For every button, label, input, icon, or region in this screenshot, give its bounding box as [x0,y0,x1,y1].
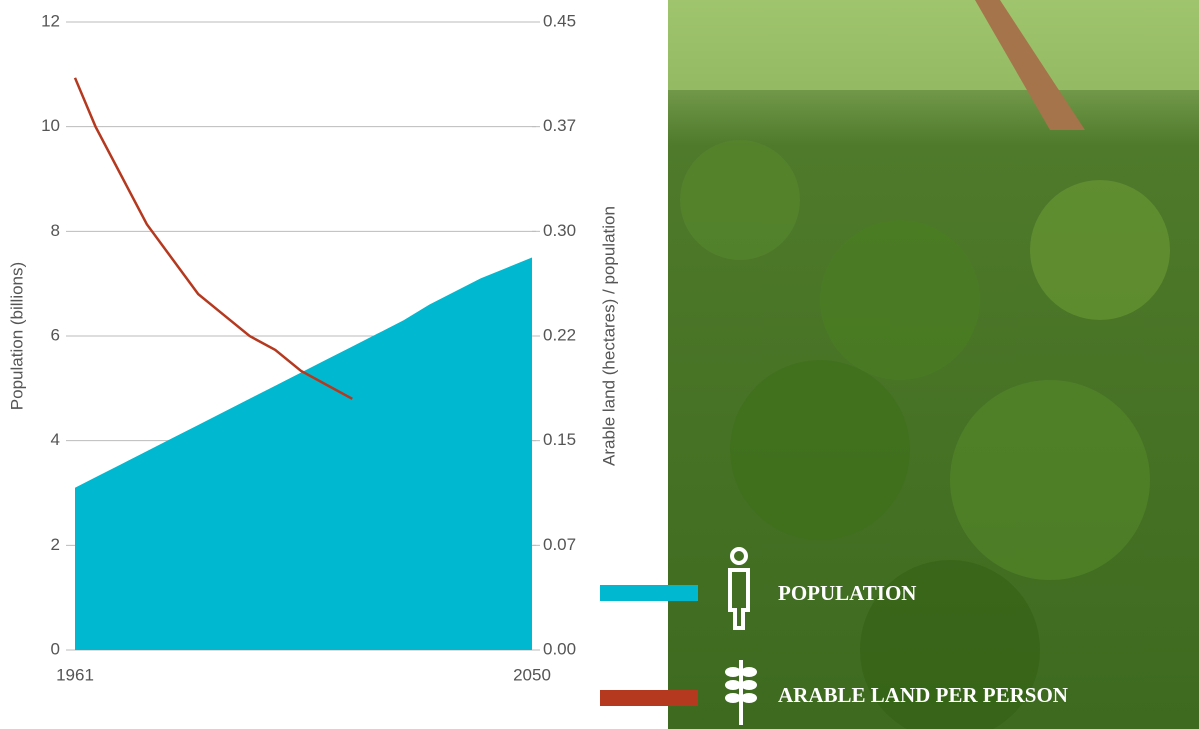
legend-swatch [600,585,698,601]
arable-line [73,77,353,400]
photo [668,0,1199,729]
y2-tick-label: 0.22 [543,325,576,344]
legend: POPULATION ARABLE LAND PER PERSON [600,547,1068,725]
y2-tick-label: 0.37 [543,116,576,135]
y2-tick-label: 0.07 [543,535,576,554]
y-tick-label: 4 [51,430,60,449]
person-icon [728,547,750,630]
y-tick-label: 2 [51,535,60,554]
legend-label: POPULATION [778,581,916,605]
wheat-icon [725,660,757,725]
y2-axis-label: Arable land (hectares) / population [599,206,618,466]
y-tick-label: 8 [51,221,60,240]
x-tick-label: 1961 [56,665,94,684]
y-tick-label: 6 [51,325,60,344]
legend-swatch [600,690,698,706]
x-tick-label: 2050 [513,665,551,684]
y-tick-label: 12 [41,11,60,30]
y-axis-label: Population (billions) [7,262,26,410]
y2-tick-label: 0.00 [543,639,576,658]
y2-tick-label: 0.15 [543,430,576,449]
y2-tick-label: 0.45 [543,11,576,30]
legend-label: ARABLE LAND PER PERSON [778,683,1068,707]
y-tick-label: 0 [51,639,60,658]
population-area [75,257,532,650]
y-tick-label: 10 [41,116,60,135]
y2-tick-label: 0.30 [543,221,576,240]
